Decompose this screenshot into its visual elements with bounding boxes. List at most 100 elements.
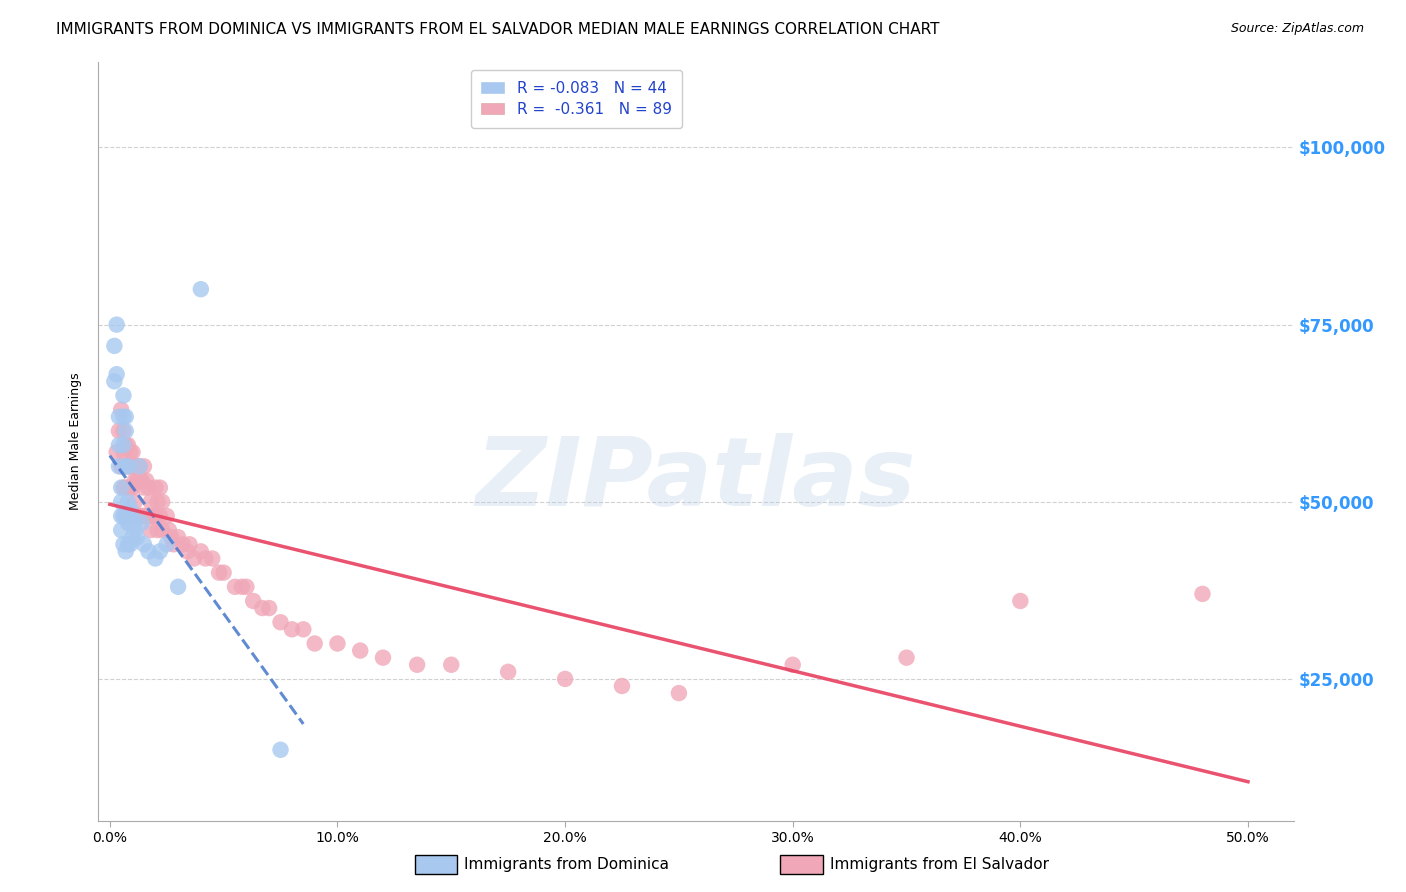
Point xyxy=(132,481,155,495)
Point xyxy=(257,601,280,615)
Point xyxy=(167,580,190,594)
Point xyxy=(183,551,205,566)
Point xyxy=(117,459,139,474)
Point xyxy=(124,495,146,509)
Point xyxy=(235,580,257,594)
Point xyxy=(132,508,155,523)
Point xyxy=(117,459,139,474)
Point xyxy=(201,551,224,566)
Point xyxy=(326,636,349,650)
Point xyxy=(128,459,150,474)
Point xyxy=(1191,587,1213,601)
Point xyxy=(108,409,131,424)
Point xyxy=(110,481,132,495)
Point xyxy=(120,501,142,516)
Point xyxy=(143,508,166,523)
Point xyxy=(121,445,143,459)
Point xyxy=(114,508,136,523)
Point xyxy=(157,523,180,537)
Point xyxy=(131,508,153,523)
Point xyxy=(105,318,128,332)
Point xyxy=(112,424,135,438)
Text: Immigrants from Dominica: Immigrants from Dominica xyxy=(464,857,669,871)
Point xyxy=(224,580,246,594)
Point xyxy=(149,544,172,558)
Point xyxy=(231,580,253,594)
Point xyxy=(103,374,125,388)
Text: ZIPatlas: ZIPatlas xyxy=(475,433,917,526)
Point xyxy=(105,368,128,382)
Point xyxy=(304,636,326,650)
Point xyxy=(349,643,371,657)
Point xyxy=(108,459,131,474)
Point xyxy=(110,459,132,474)
Point xyxy=(896,650,918,665)
Point xyxy=(1010,594,1032,608)
Point xyxy=(406,657,429,672)
Point xyxy=(120,459,142,474)
Point xyxy=(114,508,136,523)
Point xyxy=(139,523,162,537)
Point xyxy=(156,508,179,523)
Text: Immigrants from El Salvador: Immigrants from El Salvador xyxy=(830,857,1049,871)
Point xyxy=(131,516,153,530)
Point xyxy=(120,481,142,495)
Point xyxy=(114,438,136,452)
Point xyxy=(132,459,155,474)
Point xyxy=(112,481,135,495)
Point xyxy=(112,508,135,523)
Point xyxy=(112,537,135,551)
Point xyxy=(138,481,160,495)
Point xyxy=(110,495,132,509)
Point xyxy=(120,508,142,523)
Point xyxy=(146,495,169,509)
Point xyxy=(142,508,165,523)
Point xyxy=(371,650,394,665)
Point xyxy=(108,438,131,452)
Point xyxy=(172,537,194,551)
Point xyxy=(114,409,136,424)
Point xyxy=(179,537,201,551)
Point xyxy=(128,474,150,488)
Y-axis label: Median Male Earnings: Median Male Earnings xyxy=(69,373,83,510)
Point xyxy=(127,508,149,523)
Point xyxy=(112,409,135,424)
Point xyxy=(146,523,169,537)
Point xyxy=(150,523,173,537)
Text: Source: ZipAtlas.com: Source: ZipAtlas.com xyxy=(1230,22,1364,36)
Point xyxy=(120,516,142,530)
Point xyxy=(135,508,157,523)
Point xyxy=(190,282,212,296)
Point xyxy=(167,530,190,544)
Text: IMMIGRANTS FROM DOMINICA VS IMMIGRANTS FROM EL SALVADOR MEDIAN MALE EARNINGS COR: IMMIGRANTS FROM DOMINICA VS IMMIGRANTS F… xyxy=(56,22,939,37)
Point xyxy=(782,657,804,672)
Point xyxy=(281,623,304,637)
Point xyxy=(127,530,149,544)
Point xyxy=(496,665,519,679)
Point xyxy=(120,445,142,459)
Point xyxy=(252,601,274,615)
Point xyxy=(270,615,292,630)
Legend: R = -0.083   N = 44, R =  -0.361   N = 89: R = -0.083 N = 44, R = -0.361 N = 89 xyxy=(471,70,682,128)
Point xyxy=(128,508,150,523)
Point xyxy=(143,481,166,495)
Point xyxy=(208,566,231,580)
Point xyxy=(117,481,139,495)
Point xyxy=(127,474,149,488)
Point xyxy=(242,594,264,608)
Point xyxy=(117,537,139,551)
Point xyxy=(554,672,576,686)
Point xyxy=(114,459,136,474)
Point xyxy=(135,474,157,488)
Point xyxy=(668,686,690,700)
Point xyxy=(149,481,172,495)
Point xyxy=(124,523,146,537)
Point xyxy=(110,402,132,417)
Point xyxy=(162,537,184,551)
Point xyxy=(124,459,146,474)
Point xyxy=(121,516,143,530)
Point xyxy=(120,537,142,551)
Point xyxy=(194,551,217,566)
Point xyxy=(105,445,128,459)
Point xyxy=(112,438,135,452)
